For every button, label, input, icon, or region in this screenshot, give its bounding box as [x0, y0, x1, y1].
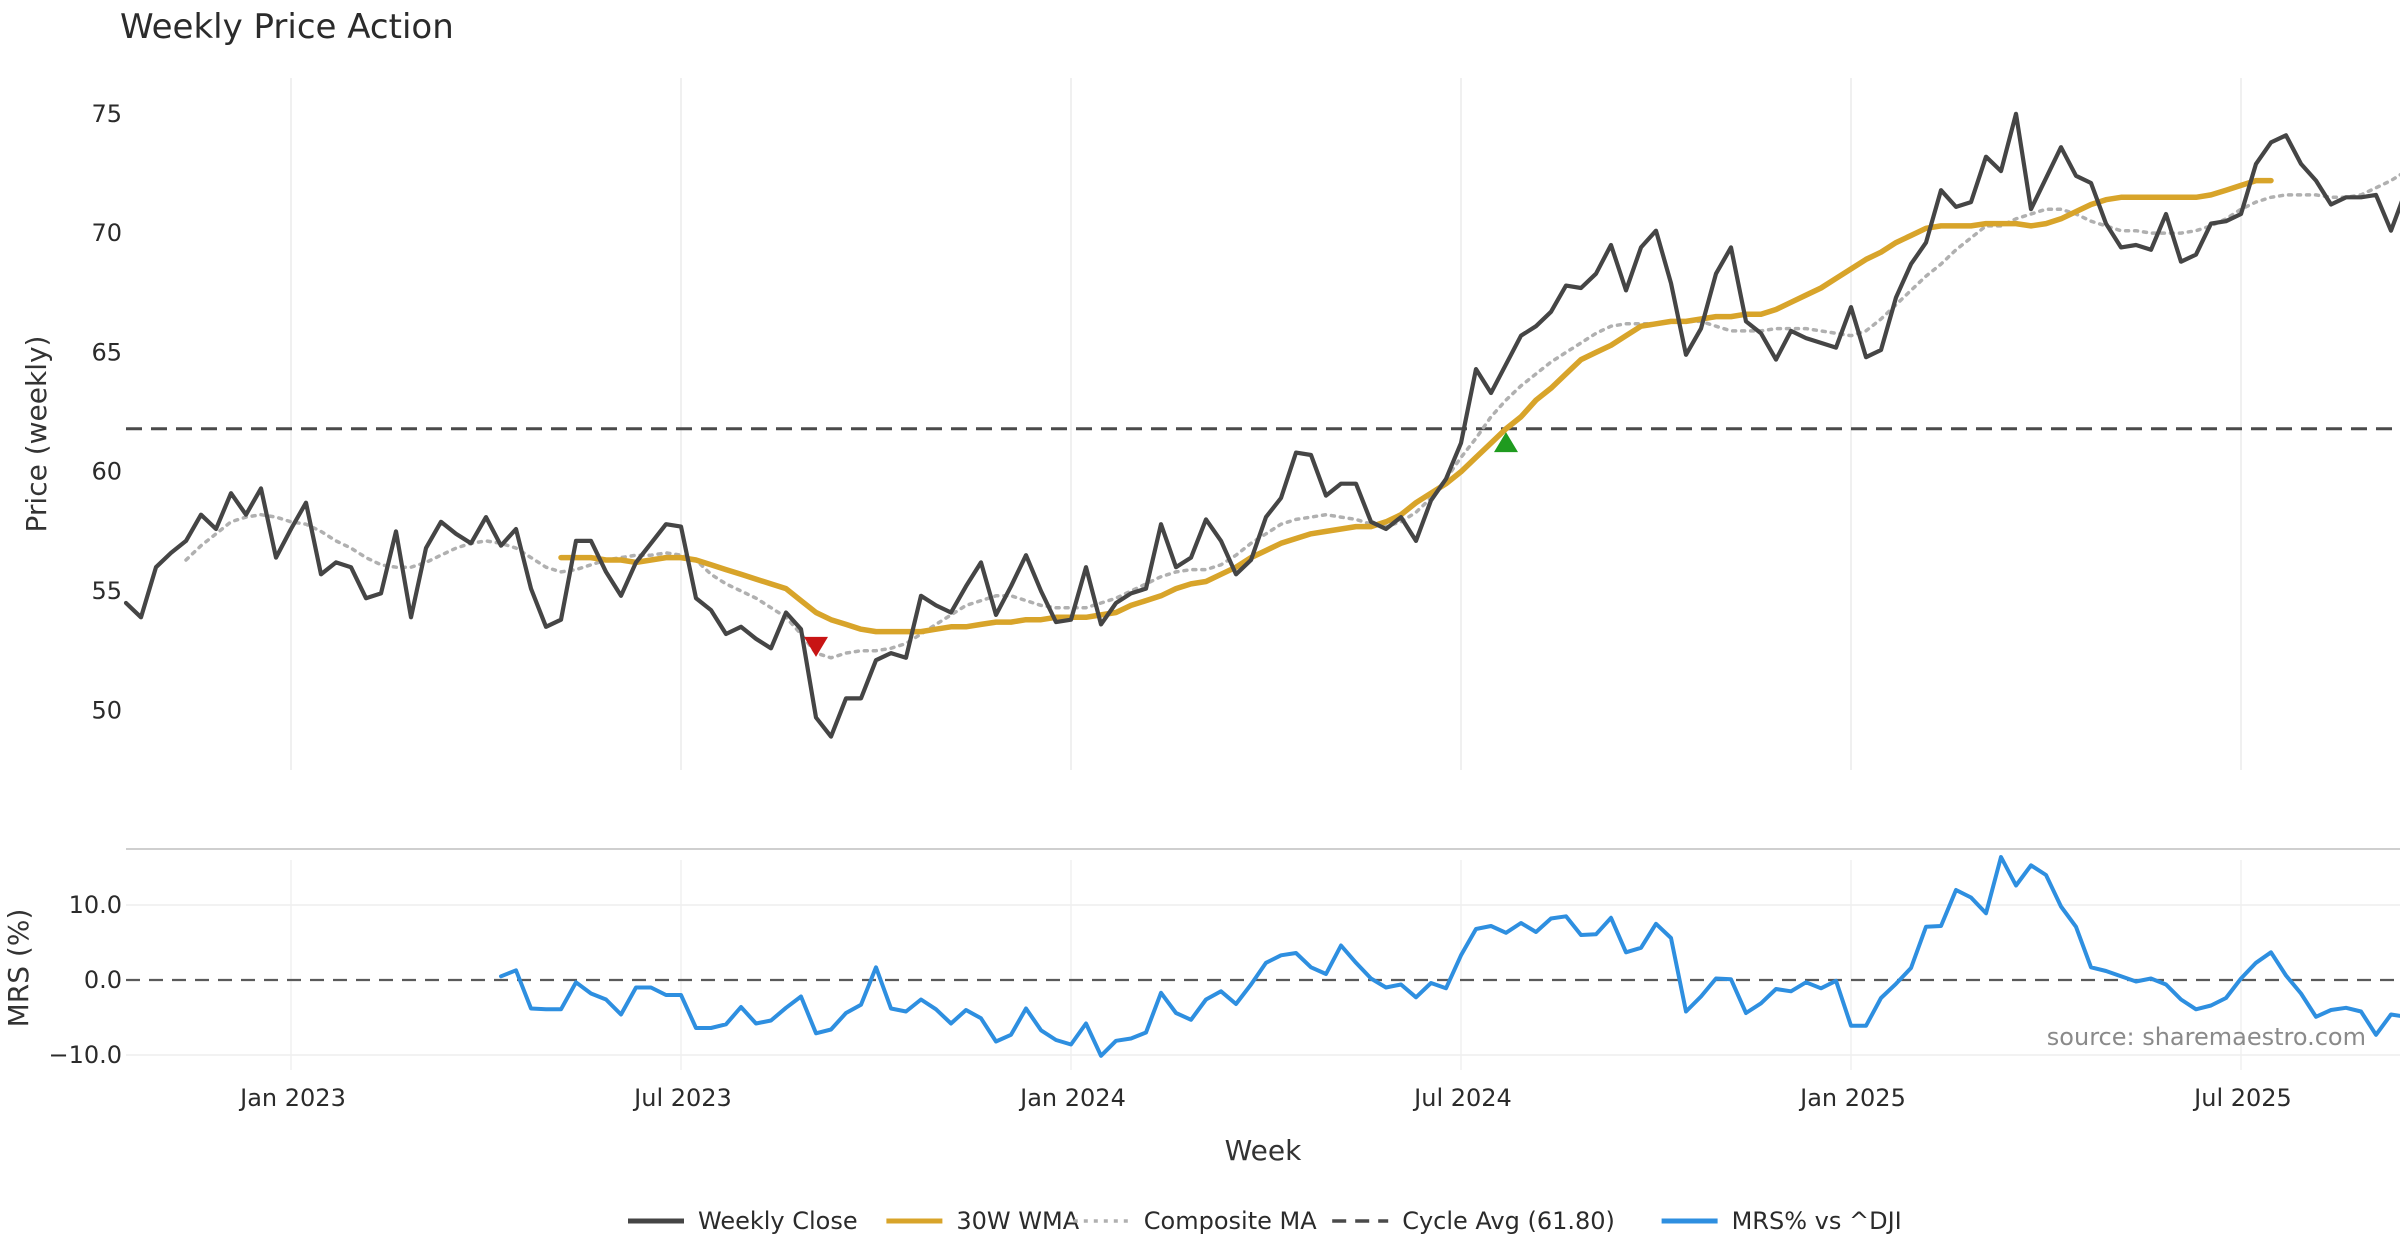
price-gridlines — [290, 78, 2242, 770]
x-tick-label: Jan 2025 — [1798, 1084, 1906, 1112]
x-axis-label: Week — [1225, 1134, 1302, 1167]
price-y-tick-label: 50 — [91, 696, 122, 724]
legend-label: Cycle Avg (61.80) — [1402, 1207, 1615, 1235]
weekly-close-line — [123, 111, 2400, 739]
x-tick-label: Jul 2023 — [632, 1084, 732, 1112]
x-tick-label: Jan 2024 — [1018, 1084, 1126, 1112]
price-y-tick-label: 55 — [91, 577, 122, 605]
sell-signal-marker — [804, 636, 828, 657]
x-tick-label: Jul 2025 — [2192, 1084, 2292, 1112]
legend-label: MRS% vs ^DJI — [1732, 1207, 1902, 1235]
legend-label: Weekly Close — [698, 1207, 858, 1235]
30w-wma-line — [558, 177, 2274, 635]
price-y-axis-label: Price (weekly) — [20, 336, 53, 533]
price-y-ticks: 50 55 60 65 70 75 — [91, 100, 122, 725]
source-note: source: sharemaestro.com — [2047, 1023, 2366, 1051]
x-tick-label: Jul 2024 — [1412, 1084, 1512, 1112]
legend-label: 30W WMA — [956, 1207, 1079, 1235]
mrs-y-ticks: 10.0 0.0 −10.0 — [48, 891, 122, 1069]
mrs-y-tick-label: 0.0 — [84, 966, 122, 994]
buy-signal-marker — [1494, 432, 1518, 453]
signal-markers — [804, 432, 1518, 657]
legend-label: Composite MA — [1144, 1207, 1317, 1235]
mrs-gridlines — [126, 860, 2400, 1070]
mrs-panel: 10.0 0.0 −10.0 MRS (%) source: sharemaestr… — [2, 855, 2400, 1070]
mrs-series — [499, 855, 2400, 1058]
price-y-tick-label: 65 — [91, 338, 122, 366]
mrs-y-tick-label: 10.0 — [69, 891, 122, 919]
price-y-tick-label: 75 — [91, 100, 122, 128]
x-tick-label: Jan 2023 — [238, 1084, 346, 1112]
legend: Weekly Close 30W WMA Composite MA Cycle Avg… — [628, 1207, 1902, 1235]
price-panel: 50 55 60 65 70 75 Price (weekly) — [20, 78, 2400, 770]
price-y-tick-label: 70 — [91, 219, 122, 247]
mrs-line — [499, 855, 2400, 1058]
price-y-tick-label: 60 — [91, 458, 122, 486]
composite-ma-line — [184, 172, 2400, 660]
x-axis-ticks: Jan 2023 Jul 2023 Jan 2024 Jul 2024 Jan 2025… — [238, 1084, 2292, 1112]
mrs-y-tick-label: −10.0 — [48, 1041, 122, 1069]
price-series — [123, 111, 2400, 739]
chart-title: Weekly Price Action — [120, 7, 454, 47]
mrs-y-axis-label: MRS (%) — [2, 909, 35, 1028]
